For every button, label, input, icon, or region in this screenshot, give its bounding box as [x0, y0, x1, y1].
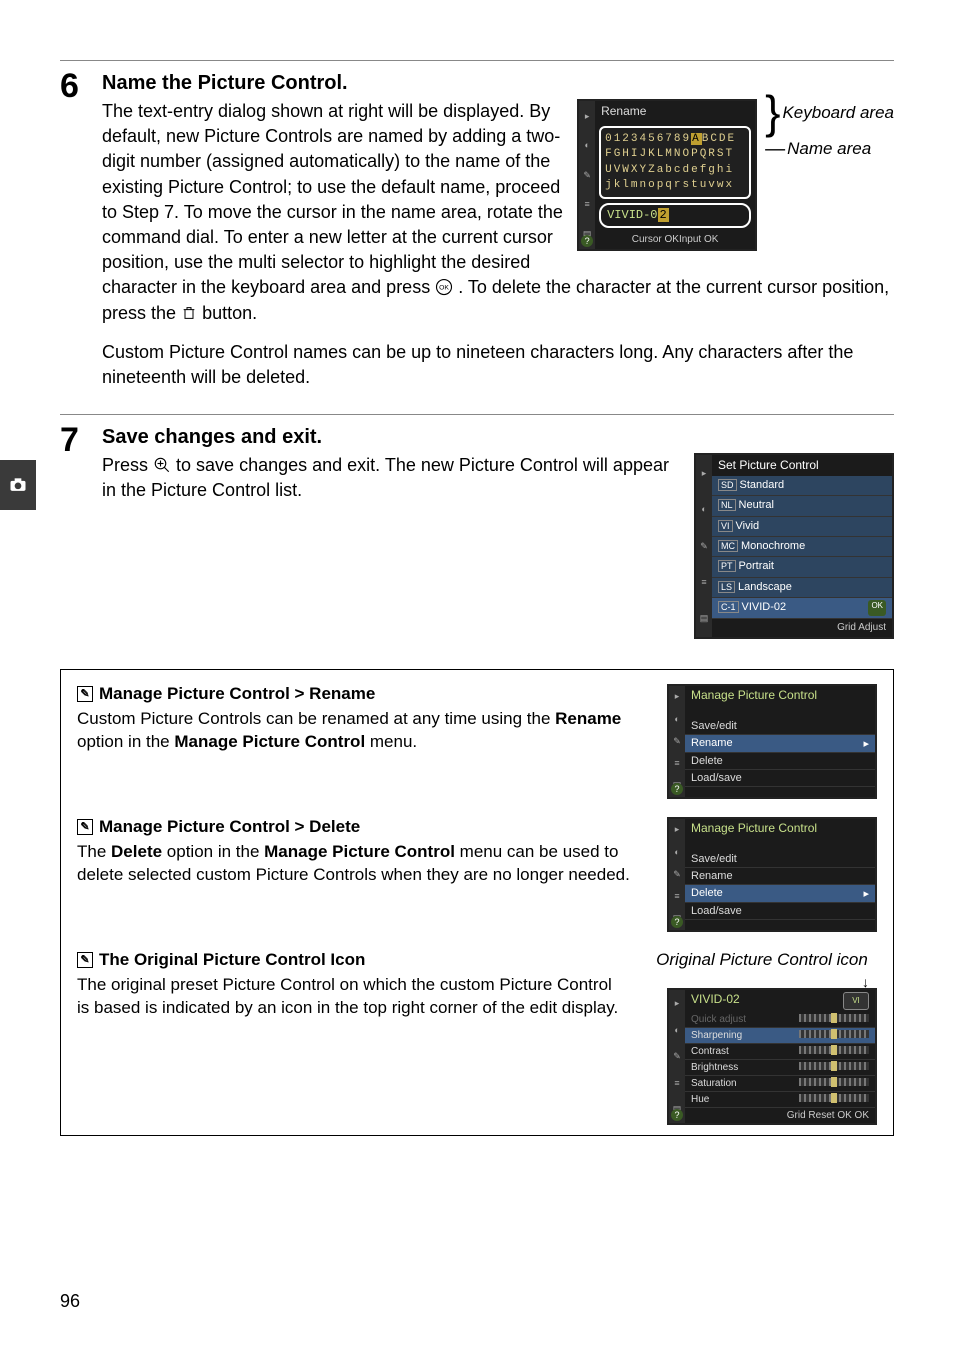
rename-lcd: ▸◐✎≡▤ ? Rename 0123456789ABCDE FGHIJKLMN… [577, 99, 757, 251]
page-number: 96 [60, 1291, 80, 1312]
note-icon-body: The original preset Picture Control on w… [77, 974, 627, 1020]
edit-param-row: Brightness [685, 1060, 875, 1076]
pc-list-item: SDStandard [712, 476, 892, 496]
mpc-item: Delete▸ [685, 885, 875, 903]
set-picture-control-lcd: ▸◐✎≡▤ Set Picture Control SDStandardNLNe… [694, 453, 894, 639]
note-rename: ✎ Manage Picture Control > Rename Custom… [77, 684, 877, 799]
step-title: Save changes and exit. [102, 423, 894, 451]
mpc-item: Load/save [685, 770, 875, 787]
mpc-item: Rename [685, 868, 875, 885]
pc-list-item: LSLandscape [712, 578, 892, 598]
step6-para2: Custom Picture Control names can be up t… [102, 340, 894, 390]
pc-list-item: MCMonochrome [712, 537, 892, 557]
mpc-item: Rename▸ [685, 735, 875, 753]
mpc-item: Save/edit [685, 718, 875, 735]
note-bullet-icon: ✎ [77, 686, 93, 702]
rename-figure: ▸◐✎≡▤ ? Rename 0123456789ABCDE FGHIJKLMN… [577, 99, 894, 251]
pc-list-item: NLNeutral [712, 496, 892, 516]
edit-param-row: Hue [685, 1092, 875, 1108]
help-icon: ? [671, 1109, 683, 1121]
manage-pc-rename-lcd: ▸◐✎≡▤ ? Manage Picture Control Save/edit… [667, 684, 877, 799]
note-bullet-icon: ✎ [77, 952, 93, 968]
trash-icon [181, 304, 197, 322]
edit-display-lcd: ▸◐✎≡▤ ? VIVID-02 VI Quick adjustSharpeni… [667, 988, 877, 1125]
help-icon: ? [671, 916, 683, 928]
edit-param-row: Saturation [685, 1076, 875, 1092]
note-original-icon: ✎ The Original Picture Control Icon The … [77, 950, 877, 1125]
dash-icon: — [765, 135, 785, 163]
pc-list-item: PTPortrait [712, 557, 892, 577]
pc-list-item: VIVivid [712, 517, 892, 537]
section-rule [60, 60, 894, 61]
note-rename-body: Custom Picture Controls can be renamed a… [77, 708, 647, 754]
pc-list-item: C-1VIVID-02OK [712, 598, 892, 618]
notes-box: ✎ Manage Picture Control > Rename Custom… [60, 669, 894, 1136]
note-delete-body: The Delete option in the Manage Picture … [77, 841, 647, 887]
edit-param-row: Sharpening [685, 1028, 875, 1044]
mpc-item: Save/edit [685, 851, 875, 868]
step-7: 7 Save changes and exit. Press to save c… [60, 423, 894, 639]
note-bullet-icon: ✎ [77, 819, 93, 835]
original-icon-caption: Original Picture Control icon [647, 950, 877, 970]
side-tab [0, 460, 36, 510]
manage-pc-delete-lcd: ▸◐✎≡▤ ? Manage Picture Control Save/edit… [667, 817, 877, 932]
step-6-real: 6 Name the Picture Control. ▸◐✎≡▤ ? Rena… [60, 69, 894, 404]
svg-text:OK: OK [439, 285, 449, 292]
zoom-in-icon [153, 456, 171, 474]
step-number: 7 [60, 423, 90, 457]
section-rule [60, 414, 894, 415]
mpc-item: Load/save [685, 903, 875, 920]
step-number: 6 [60, 69, 90, 103]
original-pc-badge: VI [843, 992, 869, 1010]
mpc-item: Delete [685, 753, 875, 770]
brace-icon: } [765, 99, 780, 127]
edit-param-row: Quick adjust [685, 1012, 875, 1028]
edit-param-row: Contrast [685, 1044, 875, 1060]
step7-para: Press to save changes and exit. The new … [102, 453, 680, 503]
help-icon: ? [671, 783, 683, 795]
camera-icon [8, 475, 28, 495]
ok-icon: OK [435, 278, 453, 296]
note-delete: ✎ Manage Picture Control > Delete The De… [77, 817, 877, 932]
